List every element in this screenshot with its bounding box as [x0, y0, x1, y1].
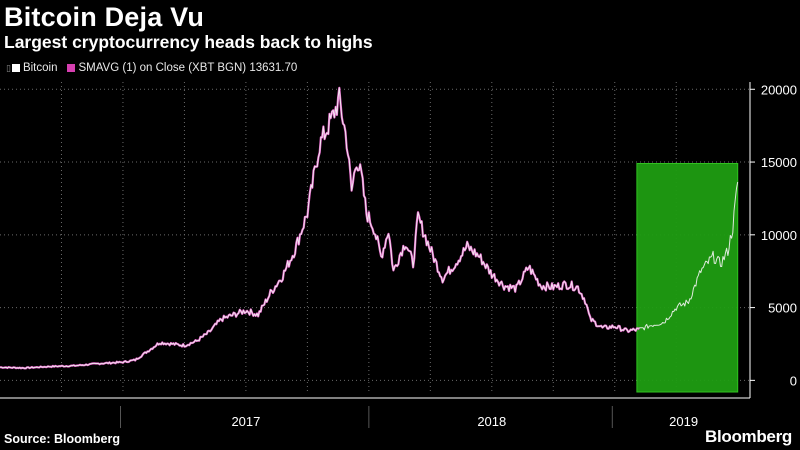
- series-lines: [0, 86, 739, 370]
- legend-item-smavg: SMAVG (1) on Close (XBT BGN) 13631.70: [67, 62, 297, 74]
- legend-swatch-bitcoin: [11, 64, 20, 72]
- legend: ▯ Bitcoin SMAVG (1) on Close (XBT BGN) 1…: [6, 62, 307, 74]
- legend-marker-icon: ▯: [6, 62, 11, 73]
- x-tick-label-2018: 2018: [477, 414, 506, 429]
- axes: 0 5000 10000 15000 20000 2017 2018 2019: [0, 82, 797, 429]
- y-tick-label-0: 0: [790, 373, 797, 388]
- legend-swatch-smavg: [67, 64, 76, 72]
- x-tick-label-2017: 2017: [231, 414, 260, 429]
- y-tick-label-5000: 5000: [768, 301, 797, 316]
- legend-label-bitcoin: Bitcoin: [22, 62, 58, 74]
- brand-logo: Bloomberg: [704, 427, 792, 446]
- y-tick-label-15000: 15000: [761, 155, 797, 170]
- legend-item-bitcoin: ▯ Bitcoin: [6, 62, 57, 74]
- legend-label-smavg: SMAVG (1) on Close (XBT BGN) 13631.70: [78, 62, 298, 74]
- source-note: Source: Bloomberg: [4, 432, 120, 446]
- chart-title: Bitcoin Deja Vu: [4, 2, 205, 32]
- y-tick-label-20000: 20000: [761, 82, 797, 97]
- gridlines: [0, 82, 750, 392]
- x-tick-label-2019: 2019: [669, 414, 698, 429]
- highlight-box: [636, 163, 739, 393]
- chart-subtitle: Largest cryptocurrency heads back to hig…: [4, 32, 373, 52]
- highlight-region: [636, 163, 739, 393]
- series-line-bitcoin: [0, 87, 739, 369]
- series-line-smavg: [0, 86, 641, 370]
- y-tick-label-10000: 10000: [761, 228, 797, 243]
